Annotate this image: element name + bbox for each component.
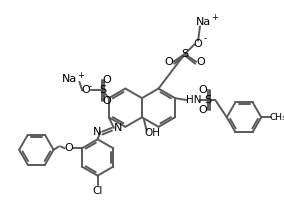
Text: N: N: [114, 123, 122, 133]
Text: O: O: [199, 105, 207, 115]
Text: HN: HN: [187, 95, 202, 105]
Text: O: O: [103, 96, 112, 106]
Text: O: O: [103, 75, 112, 85]
Text: O: O: [164, 57, 173, 67]
Text: O: O: [64, 143, 73, 153]
Text: S: S: [204, 95, 211, 105]
Text: OH: OH: [145, 128, 160, 138]
Text: Na: Na: [62, 74, 78, 84]
Text: S: S: [181, 49, 188, 59]
Text: O: O: [82, 85, 91, 96]
Text: Na: Na: [196, 17, 212, 27]
Text: -: -: [204, 34, 207, 43]
Text: +: +: [78, 71, 84, 80]
Text: +: +: [212, 13, 218, 22]
Text: O: O: [194, 39, 202, 49]
Text: -: -: [89, 82, 92, 91]
Text: CH₃: CH₃: [269, 113, 284, 122]
Text: O: O: [199, 85, 207, 96]
Text: Cl: Cl: [92, 186, 103, 196]
Text: O: O: [197, 57, 205, 67]
Text: N: N: [93, 127, 101, 137]
Text: S: S: [99, 85, 106, 96]
